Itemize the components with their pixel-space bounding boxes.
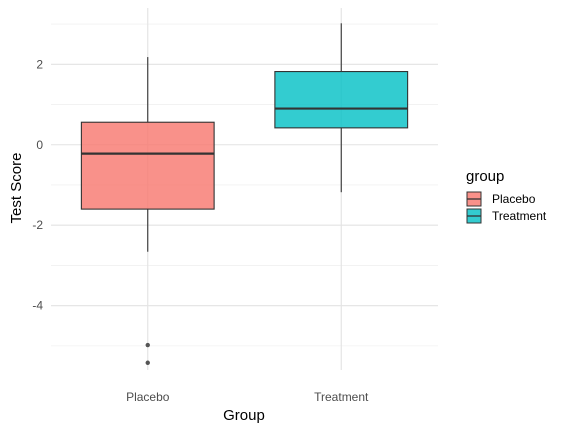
y-axis-ticks: -4 -2 0 2 — [32, 57, 43, 312]
legend-label: Treatment — [492, 209, 547, 223]
y-tick-label: 2 — [36, 57, 43, 71]
outlier-point — [145, 360, 150, 365]
outlier-point — [145, 342, 150, 348]
legend-title: group — [466, 168, 504, 185]
x-tick-label: Placebo — [126, 390, 170, 404]
boxes-layer — [80, 23, 409, 365]
box-treatment — [274, 71, 409, 129]
legend-label: Placebo — [492, 192, 536, 206]
y-tick-label: 0 — [36, 138, 43, 152]
y-tick-label: -2 — [32, 218, 43, 232]
y-axis-title: Test Score — [8, 153, 25, 224]
x-axis-title: Group — [223, 407, 265, 424]
y-tick-label: -4 — [32, 299, 43, 313]
x-axis-ticks: Placebo Treatment — [126, 390, 369, 404]
legend: group Placebo Treatment — [466, 168, 547, 224]
x-tick-label: Treatment — [314, 390, 369, 404]
box-placebo — [80, 121, 215, 210]
